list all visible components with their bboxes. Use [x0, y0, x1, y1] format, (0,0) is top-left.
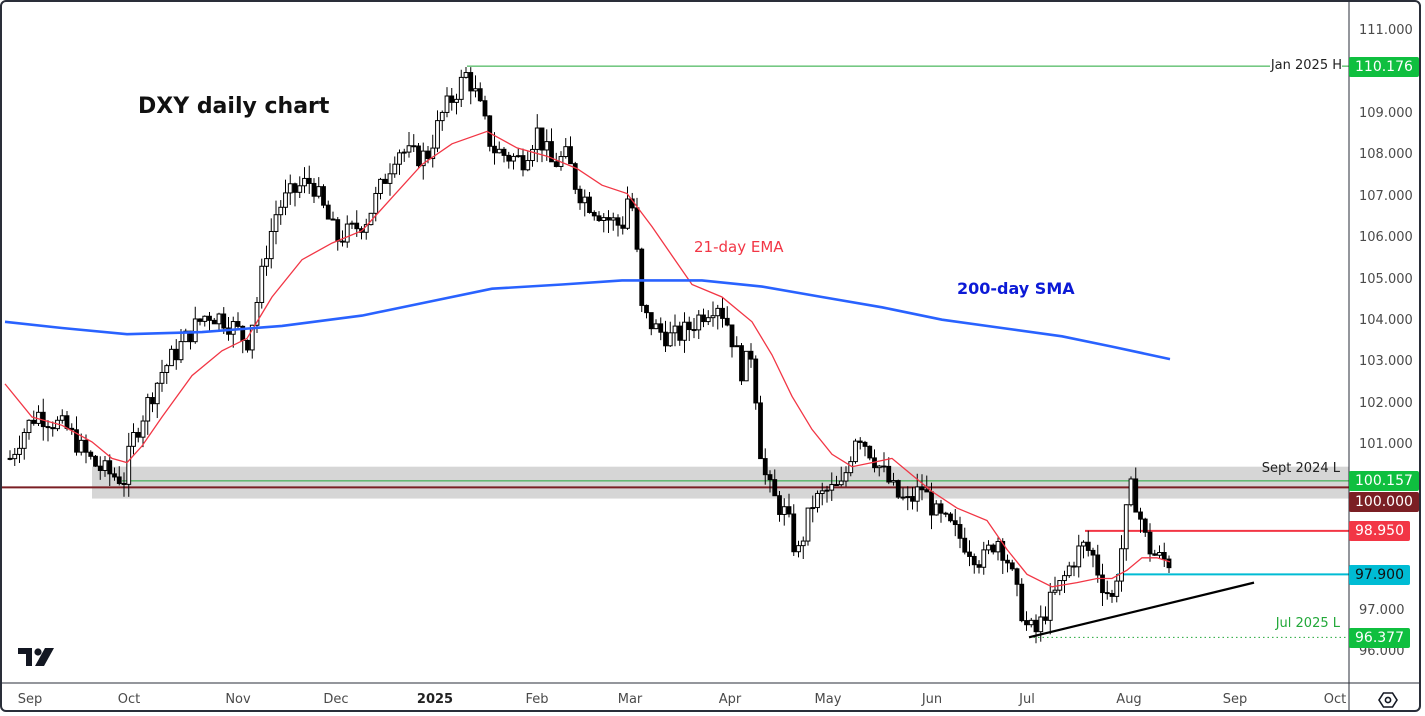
- y-tick: 108.000: [1359, 147, 1413, 162]
- x-tick: Jun: [921, 692, 943, 707]
- jul-low-label: Jul 2025 L: [1275, 616, 1340, 631]
- x-tick: Dec: [323, 692, 349, 707]
- price-tag-jul-low: 96.377: [1349, 628, 1410, 648]
- chart-settings-icon[interactable]: [1378, 690, 1398, 710]
- trendline: [1028, 581, 1255, 639]
- y-tick: 107.000: [1359, 189, 1413, 204]
- jan-high-label: Jan 2025 H: [1270, 58, 1342, 73]
- ema-21-line: [4, 130, 1171, 588]
- y-tick: 109.000: [1359, 106, 1413, 121]
- y-tick: 102.000: [1359, 396, 1413, 411]
- candles: [7, 66, 1172, 644]
- x-tick: Nov: [225, 692, 251, 707]
- y-tick: 97.000: [1359, 603, 1405, 618]
- price-tag-resistance: 98.950: [1349, 521, 1410, 541]
- y-tick: 101.000: [1359, 437, 1413, 452]
- y-tick: 104.000: [1359, 313, 1413, 328]
- y-tick: 105.000: [1359, 272, 1413, 287]
- x-tick: Jul: [1019, 692, 1035, 707]
- x-tick: Sep: [17, 692, 43, 707]
- horizontal-levels: [2, 65, 1349, 638]
- sept-low-label: Sept 2024 L: [1261, 461, 1340, 476]
- sma-annotation: 200-day SMA: [957, 279, 1075, 298]
- x-tick: Apr: [718, 692, 742, 707]
- tradingview-logo-icon[interactable]: [18, 646, 58, 668]
- chart-title: DXY daily chart: [138, 94, 330, 119]
- x-tick: Feb: [525, 692, 549, 707]
- price-tag-100: 100.000: [1349, 492, 1419, 512]
- sma-200-line: [4, 279, 1171, 361]
- x-tick: Oct: [1323, 692, 1347, 707]
- y-tick: 111.000: [1359, 23, 1413, 38]
- price-tag-sept-low: 100.157: [1349, 471, 1419, 491]
- y-tick: 106.000: [1359, 230, 1413, 245]
- ema-annotation: 21-day EMA: [694, 238, 784, 256]
- x-tick-year: 2025: [416, 692, 454, 707]
- support-zone: [92, 466, 1349, 499]
- x-tick: May: [814, 692, 842, 707]
- price-tag-jan-high: 110.176: [1349, 57, 1419, 77]
- price-tag-support: 97.900: [1349, 565, 1410, 585]
- x-tick: Oct: [117, 692, 141, 707]
- x-tick: Mar: [617, 692, 643, 707]
- x-tick: Sep: [1222, 692, 1248, 707]
- x-tick: Aug: [1116, 692, 1142, 707]
- y-tick: 103.000: [1359, 354, 1413, 369]
